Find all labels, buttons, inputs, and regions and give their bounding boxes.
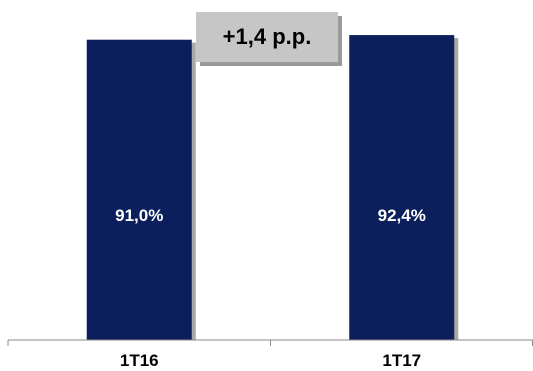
difference-badge: +1,4 p.p. xyxy=(196,12,342,66)
labels-layer: 91,0% 1T16 92,4% 1T17 xyxy=(115,206,426,370)
x-tick-label: 1T17 xyxy=(382,351,421,370)
bar-1T17 xyxy=(349,35,455,341)
x-tick-label: 1T16 xyxy=(120,351,159,370)
x-axis xyxy=(7,339,533,346)
data-label: 91,0% xyxy=(115,206,163,225)
data-label: 92,4% xyxy=(378,206,426,225)
bar-1T16 xyxy=(86,39,192,340)
bars-layer xyxy=(86,35,459,341)
difference-badge-label: +1,4 p.p. xyxy=(196,12,338,62)
